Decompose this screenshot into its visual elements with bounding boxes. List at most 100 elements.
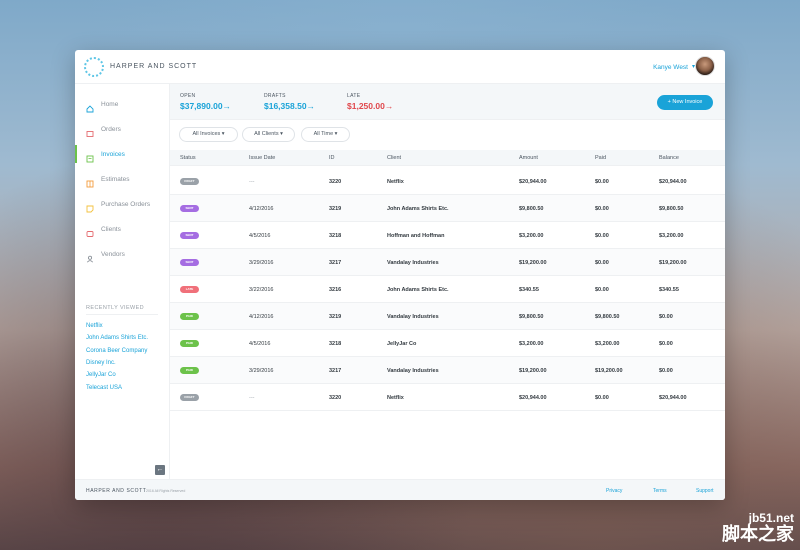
status-badge: DRAFT [180, 394, 199, 401]
cell-issue-date: --- [249, 179, 255, 185]
cell-issue-date: 4/12/2016 [249, 314, 274, 320]
column-header-client[interactable]: Client [387, 155, 402, 161]
recent-item[interactable]: Corona Beer Company [86, 348, 148, 354]
cell-id: 3217 [329, 368, 342, 374]
table-row[interactable]: LATE 3/22/2016 3216 John Adams Shirts Etc. $… [170, 276, 725, 303]
sidebar-item-orders[interactable]: Orders [75, 120, 170, 138]
chevron-down-icon[interactable]: ▾ [691, 64, 695, 70]
new-invoice-button[interactable]: + New Invoice [657, 95, 713, 110]
sidebar-item-label: Estimates [101, 175, 130, 183]
status-badge: LATE [180, 286, 199, 293]
cell-balance: $3,200.00 [659, 233, 684, 239]
cell-client: Vandalay Industries [387, 314, 439, 320]
cell-id: 3218 [329, 233, 342, 239]
column-header-paid[interactable]: Paid [595, 155, 607, 161]
recently-viewed-title: RECENTLY VIEWED [86, 305, 145, 311]
cell-client: Netflix [387, 395, 404, 401]
cell-id: 3220 [329, 179, 342, 185]
cell-client: JellyJar Co [387, 341, 417, 347]
cell-client: Netflix [387, 179, 404, 185]
column-header-balance[interactable]: Balance [659, 155, 679, 161]
status-badge: PAID [180, 367, 199, 374]
cell-balance: $20,944.00 [659, 395, 687, 401]
cell-issue-date: 3/29/2016 [249, 368, 274, 374]
table-row[interactable]: DRAFT --- 3220 Netflix $20,944.00 $0.00 $20,94… [170, 384, 725, 411]
stat-open[interactable]: OPEN $37,890.00→ [180, 93, 231, 111]
cell-amount: $3,200.00 [519, 341, 544, 347]
recent-item[interactable]: Netflix [86, 323, 103, 329]
recent-item[interactable]: JellyJar Co [86, 372, 116, 378]
top-bar: HARPER AND SCOTT Kanye West ▾ [75, 50, 725, 84]
cell-client: Hoffman and Hoffman [387, 233, 445, 239]
table-row[interactable]: SENT 4/5/2016 3218 Hoffman and Hoffman $3,20… [170, 222, 725, 249]
cell-amount: $20,944.00 [519, 179, 547, 185]
recent-item[interactable]: Disney Inc. [86, 360, 116, 366]
table-row[interactable]: SENT 3/29/2016 3217 Vandalay Industries $19,… [170, 249, 725, 276]
cell-balance: $20,944.00 [659, 179, 687, 185]
stat-label: DRAFTS [264, 93, 286, 99]
clients-icon [86, 225, 94, 237]
column-header-id[interactable]: ID [329, 155, 335, 161]
estimates-icon [86, 175, 94, 188]
cell-id: 3220 [329, 395, 342, 401]
cell-balance: $0.00 [659, 341, 673, 347]
stat-value: $16,358.50→ [264, 101, 316, 111]
footer-brand: HARPER AND SCOTT [86, 488, 147, 494]
cell-paid: $0.00 [595, 287, 609, 293]
cell-paid: $9,800.50 [595, 314, 620, 320]
cell-client: Vandalay Industries [387, 260, 439, 266]
cell-id: 3218 [329, 341, 342, 347]
sidebar-item-vendors[interactable]: Vendors [75, 245, 170, 263]
sidebar-item-label: Orders [101, 125, 121, 133]
column-header-amount[interactable]: Amount [519, 155, 538, 161]
table-row[interactable]: PAID 4/12/2016 3219 Vandalay Industries $9,8… [170, 303, 725, 330]
status-badge: SENT [180, 232, 199, 239]
stat-label: OPEN [180, 93, 196, 99]
sidebar-item-invoices[interactable]: Invoices [75, 145, 170, 163]
column-header-status[interactable]: Status [180, 155, 196, 161]
table-row[interactable]: DRAFT --- 3220 Netflix $20,944.00 $0.00 $20,94… [170, 168, 725, 195]
sidebar-item-clients[interactable]: Clients [75, 220, 170, 238]
sidebar-item-label: Clients [101, 225, 121, 233]
filter-invoices-dropdown[interactable]: All Invoices ▾ [179, 127, 238, 142]
cell-paid: $19,200.00 [595, 368, 623, 374]
cell-paid: $0.00 [595, 233, 609, 239]
footer-link-privacy[interactable]: Privacy [606, 488, 623, 494]
cell-id: 3219 [329, 314, 342, 320]
stat-drafts[interactable]: DRAFTS $16,358.50→ [264, 93, 315, 111]
orders-icon [86, 125, 94, 137]
avatar[interactable] [695, 56, 715, 76]
cell-amount: $340.55 [519, 287, 539, 293]
table-row[interactable]: PAID 4/5/2016 3218 JellyJar Co $3,200.00 $3,2… [170, 330, 725, 357]
sidebar-item-home[interactable]: Home [75, 95, 170, 113]
recent-item[interactable]: Telecast USA [86, 385, 123, 391]
status-badge: DRAFT [180, 178, 199, 185]
cell-client: Vandalay Industries [387, 368, 439, 374]
sidebar: Home Orders Invoices Estimates Purchase … [75, 84, 170, 479]
sidebar-item-purchase-orders[interactable]: Purchase Orders [75, 195, 170, 213]
table-row[interactable]: PAID 3/29/2016 3217 Vandalay Industries $19,… [170, 357, 725, 384]
collapse-arrow-icon[interactable]: ← [155, 465, 165, 475]
filter-time-dropdown[interactable]: All Time ▾ [301, 127, 350, 142]
stat-late[interactable]: LATE $1,250.00→ [347, 93, 393, 111]
status-badge: SENT [180, 259, 199, 266]
cell-client: John Adams Shirts Etc. [387, 206, 449, 212]
cell-issue-date: 4/5/2016 [249, 341, 271, 347]
column-header-issue-date[interactable]: Issue Date [249, 155, 276, 161]
cell-balance: $19,200.00 [659, 260, 687, 266]
user-menu[interactable]: Kanye West [653, 64, 688, 71]
footer-link-support[interactable]: Support [696, 488, 714, 494]
cell-amount: $19,200.00 [519, 260, 547, 266]
vendors-icon [86, 250, 94, 263]
table-header: Status Issue Date ID Client Amount Paid … [170, 150, 725, 166]
sidebar-item-estimates[interactable]: Estimates [75, 170, 170, 188]
cell-balance: $340.55 [659, 287, 679, 293]
cell-issue-date: 4/12/2016 [249, 206, 274, 212]
cell-paid: $0.00 [595, 206, 609, 212]
recent-item[interactable]: John Adams Shirts Etc. [86, 335, 149, 341]
footer-link-terms[interactable]: Terms [653, 488, 667, 494]
cell-issue-date: 4/5/2016 [249, 233, 271, 239]
filter-clients-dropdown[interactable]: All Clients ▾ [242, 127, 295, 142]
table-row[interactable]: SENT 4/12/2016 3219 John Adams Shirts Etc. $… [170, 195, 725, 222]
cell-paid: $0.00 [595, 395, 609, 401]
